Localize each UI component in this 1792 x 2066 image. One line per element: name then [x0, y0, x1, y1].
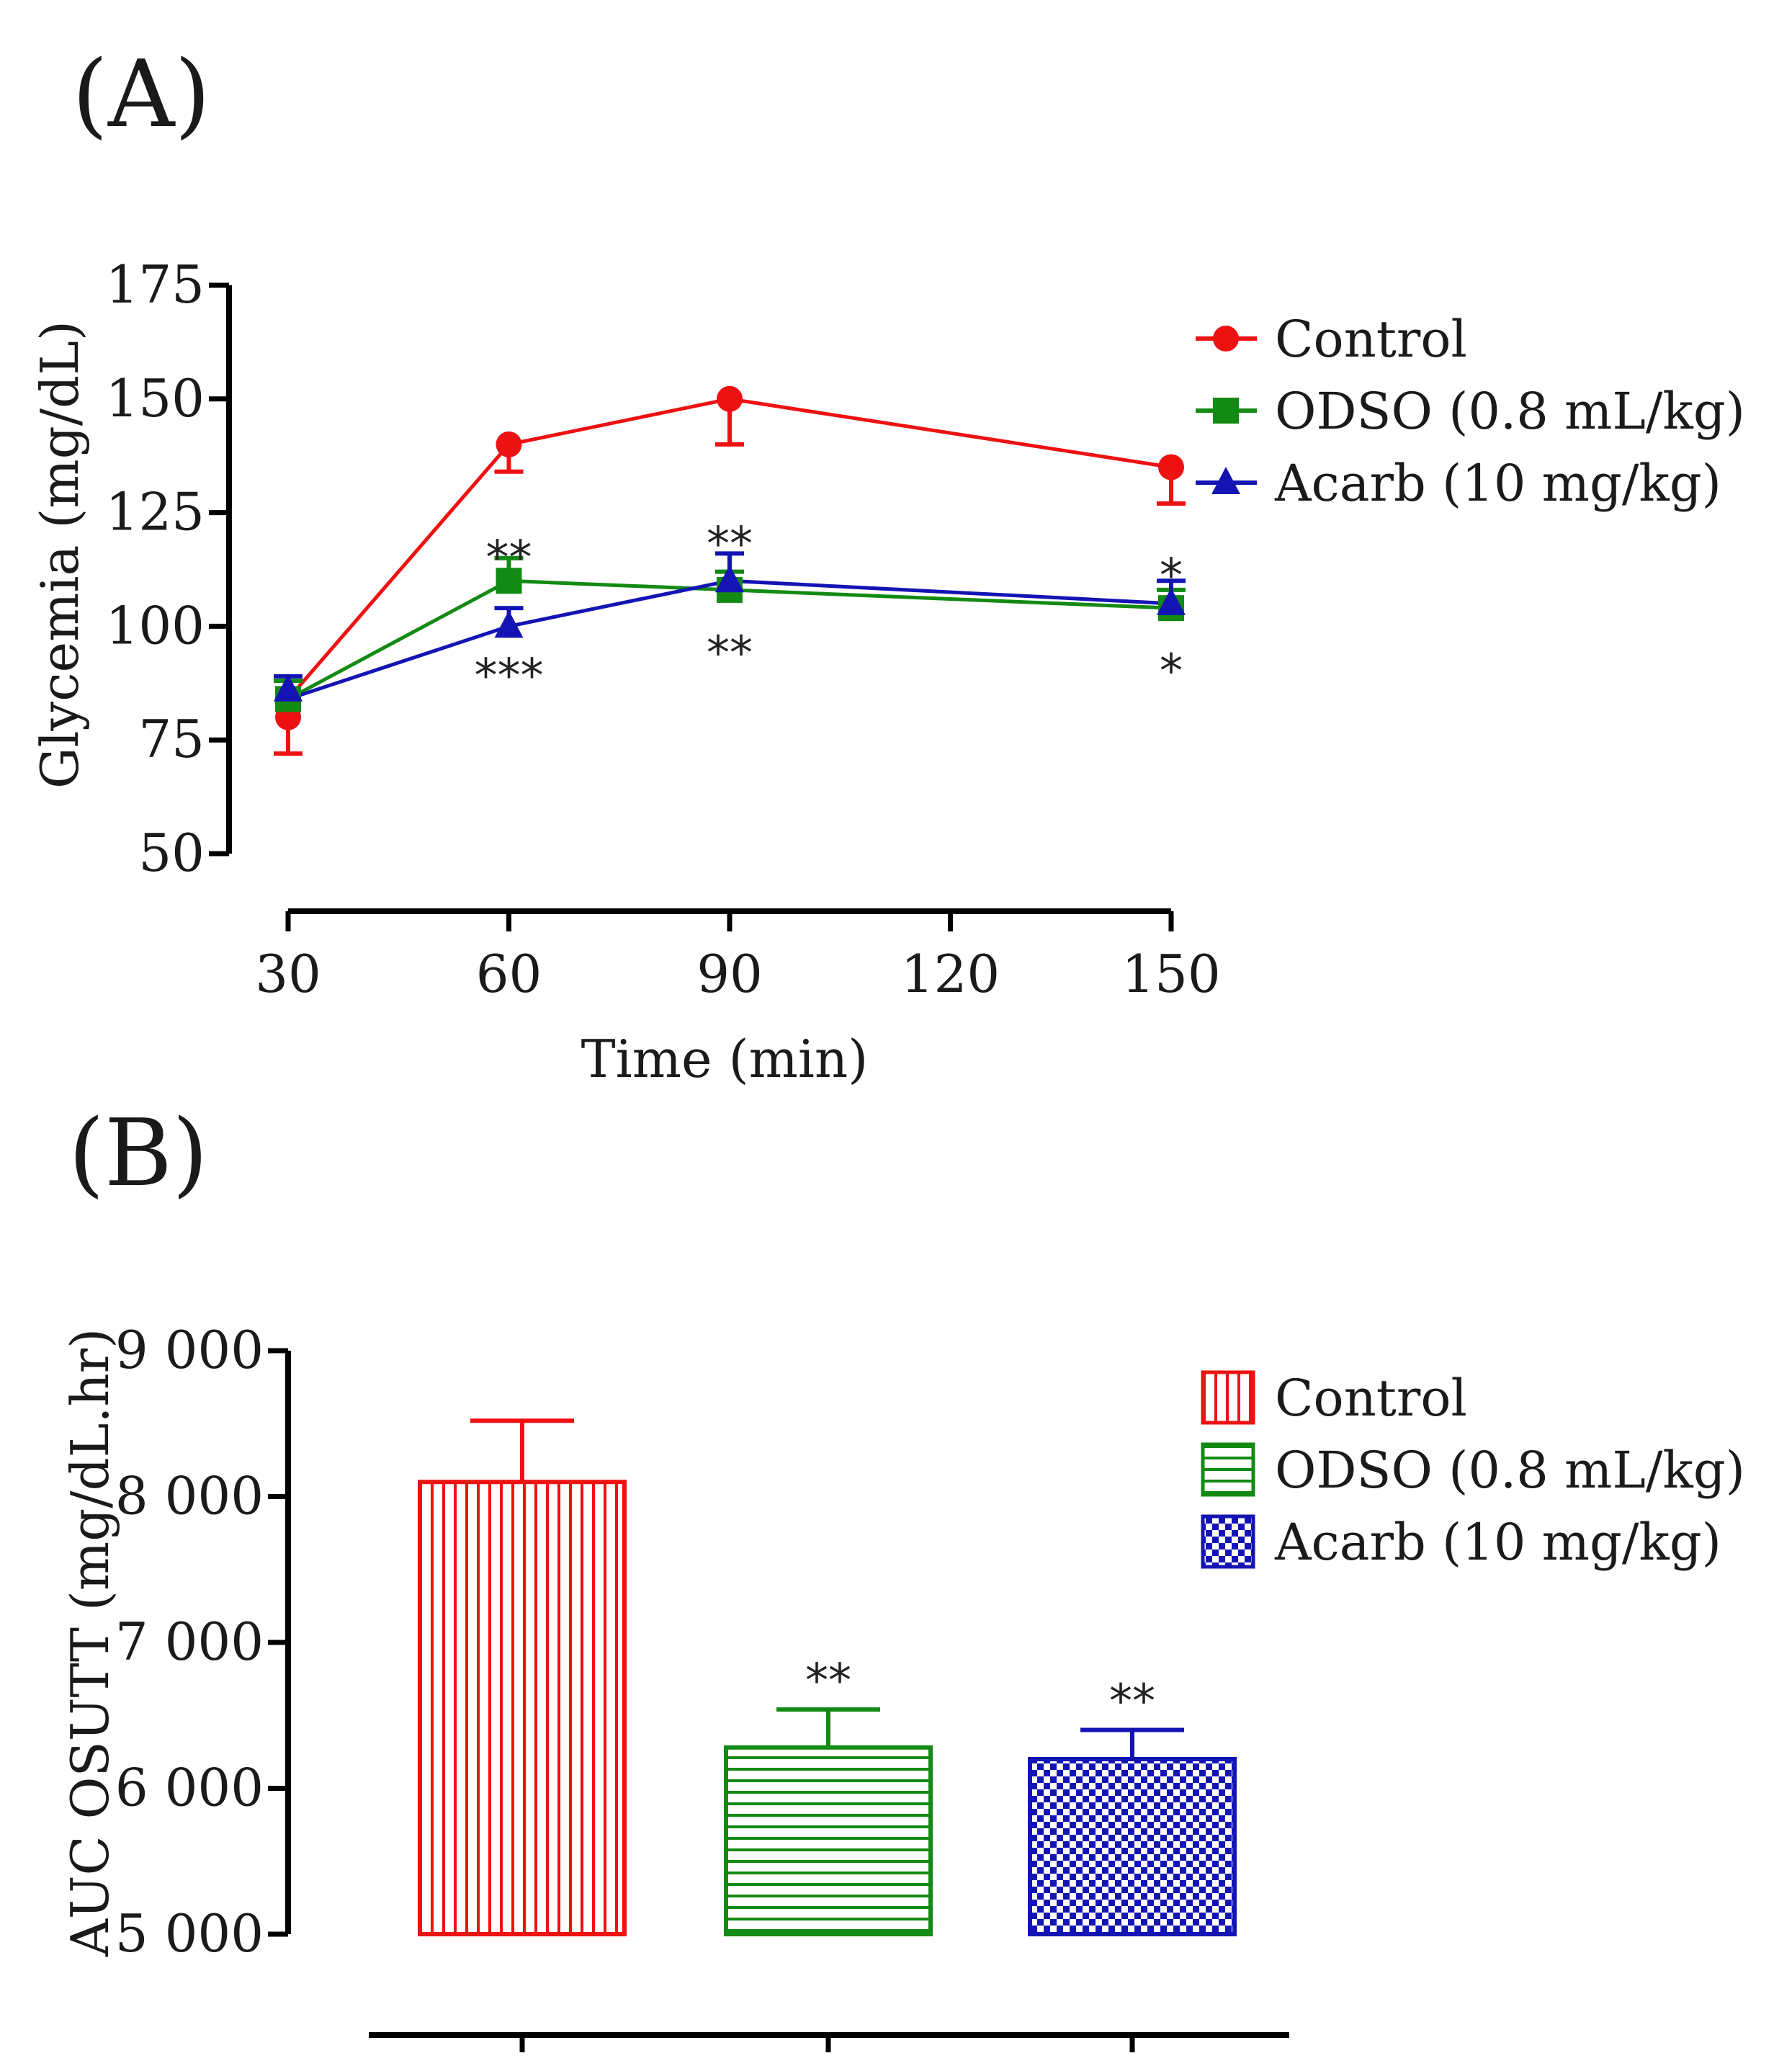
- panel-a-x-axis-title: Time (min): [581, 1029, 869, 1089]
- bar-control: [418, 1480, 627, 1936]
- legend-marker-control: [1213, 326, 1239, 352]
- legend-swatch-odso: [1201, 1442, 1255, 1497]
- legend-swatch-acarb: [1201, 1514, 1255, 1569]
- panel-a-y-tick-label: 150: [106, 368, 205, 429]
- data-point-acarb: [715, 565, 744, 593]
- panel-b-y-tick-label: 7 000: [115, 1611, 264, 1672]
- significance-marker: **: [805, 1655, 851, 1708]
- significance-marker: ***: [475, 650, 544, 703]
- panel-a-tick-labels: 50 75 100 125 150 175 30 60 90 120 150: [106, 254, 1221, 1004]
- panel-a-legend: Control ODSO (0.8 mL/kg) Acarb (10 mg/kg): [1196, 310, 1745, 513]
- data-point-control: [1158, 454, 1184, 480]
- panel-b-y-axis-title: AUC OSUTT (mg/dL.hr): [60, 1328, 120, 1957]
- panel-a-axes: [209, 282, 1174, 931]
- panel-b-significance: ** **: [805, 1655, 1155, 1728]
- panel-b: (B) AUC OSUTT (mg/dL.hr) 5 000 6 000 7 000…: [60, 1100, 1745, 2052]
- panel-a-y-tick-label: 175: [106, 254, 205, 315]
- panel-b-y-tick-label: 9 000: [115, 1320, 264, 1380]
- panel-b-y-tick-label: 5 000: [115, 1903, 264, 1964]
- panel-b-label: (B): [68, 1100, 208, 1207]
- series-line-acarb: [287, 578, 1172, 701]
- panel-a-x-tick-label: 30: [255, 944, 321, 1004]
- panel-b-tick-labels: 5 000 6 000 7 000 8 000 9 000: [115, 1320, 264, 1964]
- significance-marker: *: [1160, 550, 1183, 603]
- panel-a-x-tick-label: 60: [476, 944, 542, 1004]
- data-point-acarb: [494, 610, 524, 638]
- panel-a-y-tick-label: 50: [138, 823, 205, 883]
- panel-b-legend: Control ODSO (0.8 mL/kg) Acarb (10 mg/kg): [1201, 1369, 1745, 1572]
- significance-marker: **: [486, 532, 532, 585]
- panel-a-label: (A): [72, 41, 210, 148]
- series-line-control: [287, 397, 1172, 701]
- legend-label-odso: ODSO (0.8 mL/kg): [1275, 1441, 1745, 1500]
- bar-odso: [724, 1745, 933, 1937]
- panel-a-y-tick-label: 75: [138, 709, 205, 769]
- panel-b-error-bars: [470, 1418, 1184, 1759]
- data-point-acarb: [274, 674, 303, 702]
- panel-b-y-tick-label: 8 000: [115, 1466, 264, 1526]
- panel-a: (A) Glycemia (mg/dL) Time (min) 50 75 100 1…: [30, 41, 1745, 1089]
- significance-marker: *: [1160, 645, 1183, 699]
- legend-marker-acarb: [1211, 467, 1240, 494]
- series-line-odso: [287, 578, 1172, 701]
- legend-label-control: Control: [1275, 310, 1467, 369]
- panel-a-markers: [274, 385, 1186, 730]
- data-point-control: [717, 385, 743, 412]
- data-point-odso: [496, 568, 522, 594]
- panel-a-x-tick-label: 150: [1121, 944, 1220, 1004]
- panel-a-x-tick-label: 120: [901, 944, 1000, 1004]
- data-point-acarb: [1157, 587, 1186, 615]
- panel-a-y-tick-label: 125: [106, 482, 205, 542]
- panel-a-annotations: ***********: [475, 518, 1183, 703]
- bar-acarb: [1028, 1757, 1237, 1936]
- panel-a-x-tick-label: 90: [696, 944, 763, 1004]
- legend-marker-odso: [1213, 398, 1239, 424]
- significance-marker: **: [707, 627, 753, 680]
- panel-a-y-tick-label: 100: [106, 595, 205, 656]
- panel-a-y-axis-title: Glycemia (mg/dL): [30, 321, 90, 789]
- panel-b-axes: [268, 1348, 1289, 2052]
- legend-label-acarb: Acarb (10 mg/kg): [1274, 454, 1721, 513]
- legend-label-odso: ODSO (0.8 mL/kg): [1275, 382, 1745, 441]
- legend-label-control: Control: [1275, 1369, 1467, 1428]
- panel-b-y-tick-label: 6 000: [115, 1758, 264, 1818]
- significance-marker: **: [1109, 1676, 1155, 1729]
- legend-swatch-control: [1201, 1370, 1255, 1425]
- panel-a-series-lines: [287, 397, 1172, 701]
- data-point-control: [496, 431, 522, 457]
- significance-marker: **: [707, 518, 753, 571]
- panel-b-bars: [418, 1480, 1237, 1937]
- legend-label-acarb: Acarb (10 mg/kg): [1274, 1513, 1721, 1572]
